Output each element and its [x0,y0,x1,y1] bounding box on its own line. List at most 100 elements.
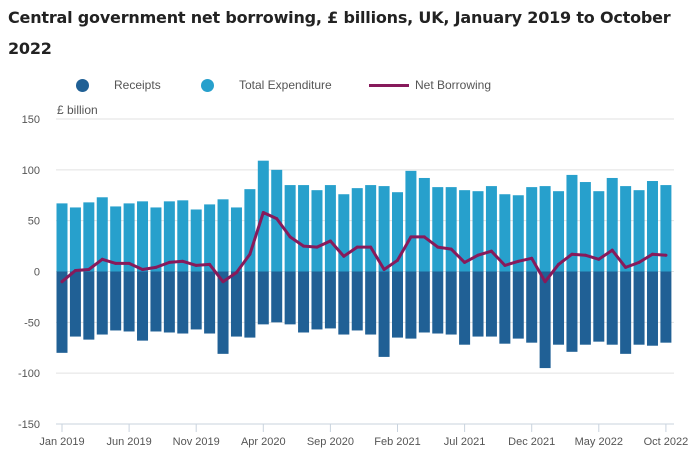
total-expenditure-bar[interactable] [472,191,484,272]
receipts-bar[interactable] [633,271,645,345]
net-borrowing-point[interactable] [248,252,252,256]
receipts-bar[interactable] [204,271,216,334]
net-borrowing-point[interactable] [342,254,346,258]
total-expenditure-bar[interactable] [418,177,430,272]
receipts-bar[interactable] [445,271,457,335]
total-expenditure-bar[interactable] [324,185,336,272]
net-borrowing-point[interactable] [624,265,628,269]
total-expenditure-bar[interactable] [190,209,202,272]
net-borrowing-point[interactable] [449,247,453,251]
net-borrowing-point[interactable] [114,261,118,265]
net-borrowing-point[interactable] [302,244,306,248]
net-borrowing-point[interactable] [87,267,91,271]
receipts-bar[interactable] [69,271,81,337]
receipts-bar[interactable] [539,271,551,369]
net-borrowing-point[interactable] [60,280,64,284]
receipts-bar[interactable] [96,271,108,335]
total-expenditure-bar[interactable] [110,206,122,272]
net-borrowing-point[interactable] [355,245,359,249]
receipts-bar[interactable] [553,271,565,345]
receipts-bar[interactable] [418,271,430,333]
receipts-bar[interactable] [646,271,658,346]
receipts-bar[interactable] [150,271,162,332]
receipts-bar[interactable] [606,271,618,345]
total-expenditure-bar[interactable] [646,181,658,272]
net-borrowing-point[interactable] [530,256,534,260]
receipts-bar[interactable] [499,271,511,344]
total-expenditure-bar[interactable] [365,185,377,272]
net-borrowing-point[interactable] [570,252,574,256]
net-borrowing-point[interactable] [167,260,171,264]
total-expenditure-bar[interactable] [432,187,444,272]
total-expenditure-bar[interactable] [660,185,672,272]
total-expenditure-bar[interactable] [150,207,162,272]
receipts-bar[interactable] [163,271,175,333]
receipts-bar[interactable] [217,271,229,354]
total-expenditure-bar[interactable] [485,186,497,272]
total-expenditure-bar[interactable] [351,188,363,272]
net-borrowing-point[interactable] [181,259,185,263]
total-expenditure-bar[interactable] [606,177,618,272]
receipts-bar[interactable] [432,271,444,334]
receipts-bar[interactable] [365,271,377,335]
net-borrowing-point[interactable] [288,235,292,239]
net-borrowing-point[interactable] [463,260,467,264]
total-expenditure-bar[interactable] [526,187,538,272]
net-borrowing-point[interactable] [476,253,480,257]
total-expenditure-bar[interactable] [378,186,390,272]
receipts-bar[interactable] [579,271,591,345]
total-expenditure-bar[interactable] [459,190,471,272]
receipts-bar[interactable] [620,271,632,354]
net-borrowing-point[interactable] [73,268,77,272]
net-borrowing-point[interactable] [664,253,668,257]
legend-item-receipts[interactable]: Receipts [76,74,161,96]
net-borrowing-point[interactable] [221,280,225,284]
receipts-bar[interactable] [405,271,417,339]
total-expenditure-bar[interactable] [298,185,310,272]
total-expenditure-bar[interactable] [338,194,350,272]
total-expenditure-bar[interactable] [620,186,632,272]
total-expenditure-bar[interactable] [177,200,189,272]
net-borrowing-point[interactable] [315,245,319,249]
receipts-bar[interactable] [244,271,256,338]
total-expenditure-bar[interactable] [230,207,242,272]
total-expenditure-bar[interactable] [633,190,645,272]
total-expenditure-bar[interactable] [96,197,108,272]
net-borrowing-point[interactable] [489,249,493,253]
total-expenditure-bar[interactable] [553,191,565,272]
receipts-bar[interactable] [257,271,269,325]
total-expenditure-bar[interactable] [137,201,149,272]
receipts-bar[interactable] [512,271,524,339]
total-expenditure-bar[interactable] [579,182,591,272]
net-borrowing-point[interactable] [208,262,212,266]
total-expenditure-bar[interactable] [392,192,403,272]
total-expenditure-bar[interactable] [311,190,323,272]
total-expenditure-bar[interactable] [405,170,417,272]
net-borrowing-point[interactable] [127,261,131,265]
receipts-bar[interactable] [123,271,135,332]
receipts-bar[interactable] [660,271,672,343]
receipts-bar[interactable] [526,271,538,343]
receipts-bar[interactable] [351,271,363,331]
receipts-bar[interactable] [298,271,310,333]
total-expenditure-bar[interactable] [512,195,524,272]
net-borrowing-point[interactable] [436,245,440,249]
net-borrowing-point[interactable] [382,267,386,271]
receipts-bar[interactable] [593,271,605,342]
receipts-bar[interactable] [271,271,283,323]
legend-item-total-expenditure[interactable]: Total Expenditure [201,74,332,96]
net-borrowing-point[interactable] [100,257,104,261]
net-borrowing-point[interactable] [261,211,265,215]
net-borrowing-point[interactable] [154,265,158,269]
total-expenditure-bar[interactable] [163,201,175,272]
total-expenditure-bar[interactable] [244,189,256,272]
receipts-bar[interactable] [110,271,122,331]
net-borrowing-point[interactable] [328,239,332,243]
net-borrowing-point[interactable] [409,235,413,239]
total-expenditure-bar[interactable] [83,202,95,272]
net-borrowing-point[interactable] [234,271,238,275]
receipts-bar[interactable] [190,271,202,330]
receipts-bar[interactable] [56,271,68,353]
receipts-bar[interactable] [230,271,242,337]
legend-item-net-borrowing[interactable]: Net Borrowing [369,74,491,96]
